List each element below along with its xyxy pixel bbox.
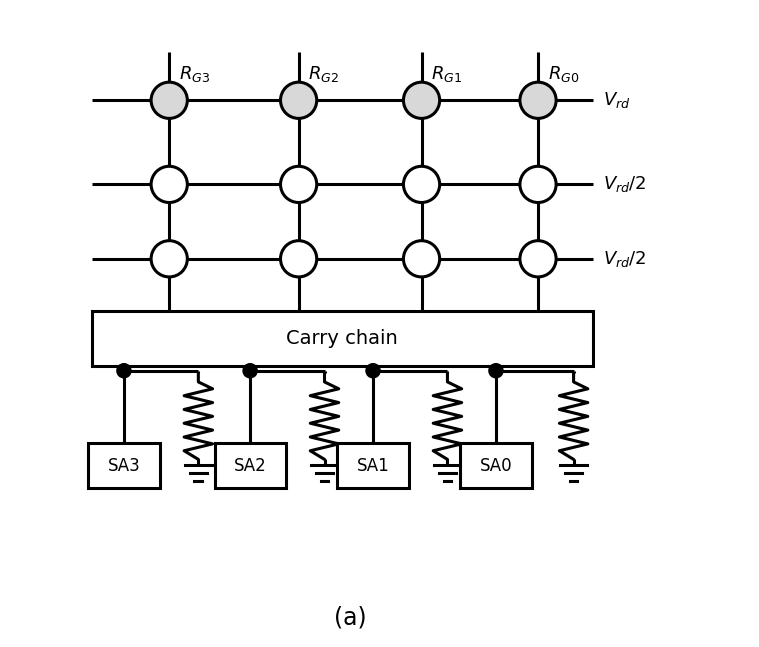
Circle shape <box>151 166 187 203</box>
Circle shape <box>520 82 556 118</box>
Circle shape <box>404 241 439 277</box>
Text: SA0: SA0 <box>480 457 512 475</box>
Circle shape <box>520 166 556 203</box>
Text: (a): (a) <box>334 606 367 630</box>
Circle shape <box>242 363 258 378</box>
Circle shape <box>281 166 317 203</box>
Circle shape <box>281 82 317 118</box>
Text: $R_{G1}$: $R_{G1}$ <box>431 64 462 84</box>
FancyBboxPatch shape <box>88 443 159 488</box>
Text: $V_{rd}/2$: $V_{rd}/2$ <box>603 175 646 194</box>
Text: $V_{rd}$: $V_{rd}$ <box>603 91 630 110</box>
Text: $R_{G2}$: $R_{G2}$ <box>308 64 339 84</box>
Text: SA3: SA3 <box>108 457 140 475</box>
Circle shape <box>404 166 439 203</box>
Circle shape <box>520 241 556 277</box>
Circle shape <box>151 241 187 277</box>
Circle shape <box>281 241 317 277</box>
Text: $R_{G0}$: $R_{G0}$ <box>548 64 579 84</box>
Circle shape <box>365 363 381 378</box>
Text: SA1: SA1 <box>357 457 389 475</box>
Circle shape <box>116 363 132 378</box>
FancyBboxPatch shape <box>338 443 408 488</box>
FancyBboxPatch shape <box>215 443 285 488</box>
Text: Carry chain: Carry chain <box>286 329 398 347</box>
FancyBboxPatch shape <box>461 443 531 488</box>
FancyBboxPatch shape <box>92 311 593 366</box>
Text: SA2: SA2 <box>234 457 266 475</box>
Text: $V_{rd}/2$: $V_{rd}/2$ <box>603 249 646 269</box>
Text: $R_{G3}$: $R_{G3}$ <box>179 64 210 84</box>
Circle shape <box>151 82 187 118</box>
Circle shape <box>488 363 504 378</box>
Circle shape <box>404 82 439 118</box>
